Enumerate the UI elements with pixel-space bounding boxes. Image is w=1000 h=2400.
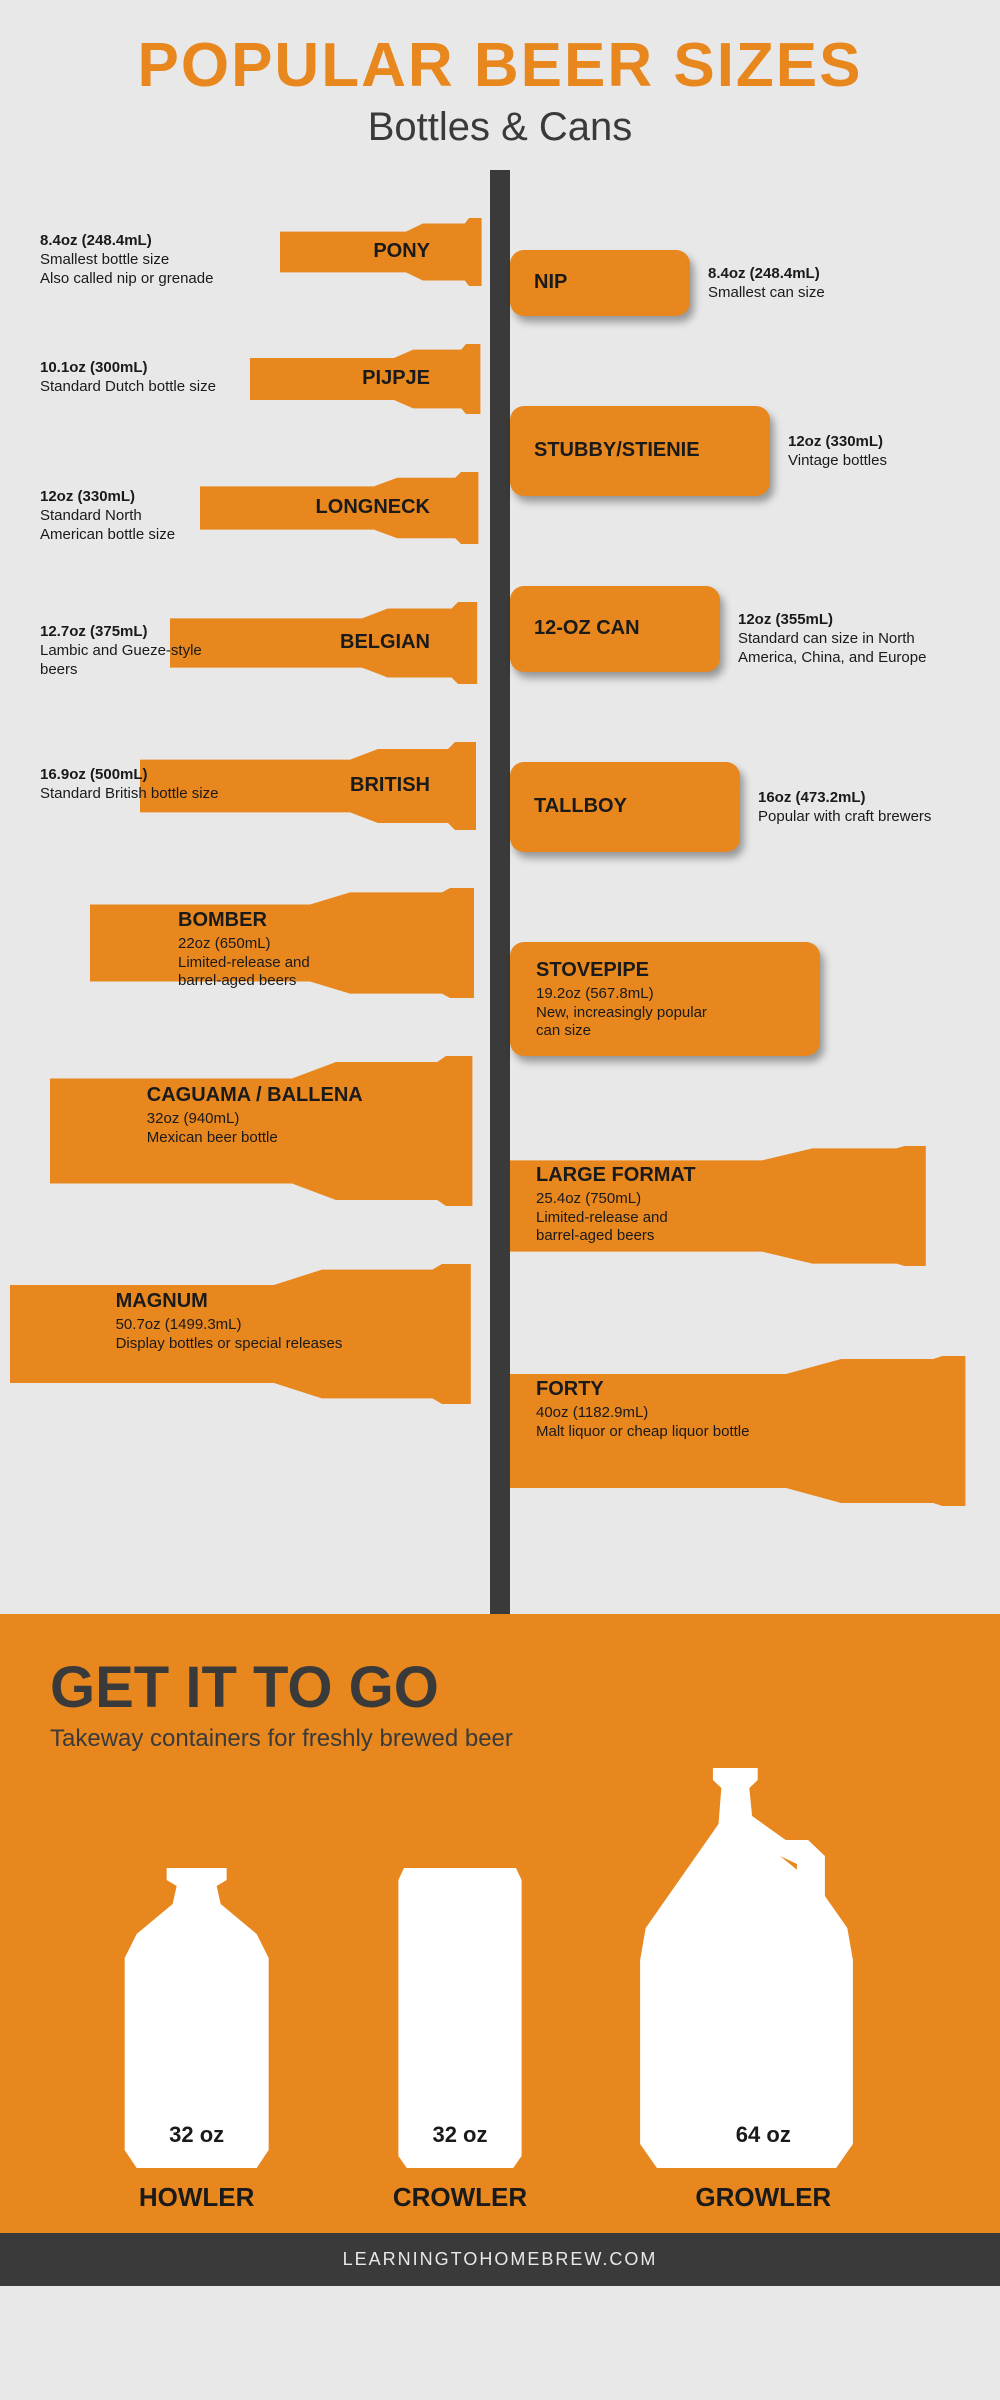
- container-label: STUBBY/STIENIE: [534, 439, 700, 462]
- bottle-text: CAGUAMA / BALLENA32oz (940mL)Mexican bee…: [147, 1083, 363, 1148]
- togo-howler: 32 oz HOWLER: [97, 1868, 297, 2213]
- container-desc: 8.4oz (248.4mL)Smallest can size: [708, 265, 825, 303]
- bottle-desc: 10.1oz (300mL)Standard Dutch bottle size: [40, 359, 240, 397]
- container-label: NIP: [534, 271, 567, 294]
- togo-name: HOWLER: [97, 2182, 297, 2213]
- container--oz-can: 12-OZ CAN 12oz (355mL)Standard can size i…: [510, 576, 1000, 722]
- header: POPULAR BEER SIZES Bottles & Cans: [0, 0, 1000, 170]
- bottle-label: PIJPJE: [362, 367, 430, 390]
- togo-items: 32 oz HOWLER 32 oz CROWLER 64 oz GROWLER: [50, 1793, 950, 2213]
- container-label: 12-OZ CAN: [534, 617, 640, 640]
- bottle-desc: 16.9oz (500mL)Standard British bottle si…: [40, 766, 240, 804]
- bottle-longneck: LONGNECK 12oz (330mL)Standard NorthAmeric…: [0, 462, 490, 574]
- footer: LEARNINGTOHOMEBREW.COM: [0, 2233, 1000, 2286]
- togo-shape: 32 oz: [390, 1868, 530, 2168]
- bottle-caguama-ballena: CAGUAMA / BALLENA32oz (940mL)Mexican bee…: [0, 1046, 490, 1236]
- bottle-british: BRITISH 16.9oz (500mL)Standard British bo…: [0, 732, 490, 860]
- container-large-format: LARGE FORMAT25.4oz (750mL)Limited-releas…: [510, 1136, 1000, 1316]
- bottle-desc: 12oz (330mL)Standard NorthAmerican bottl…: [40, 488, 240, 544]
- container-stovepipe: STOVEPIPE19.2oz (567.8mL)New, increasing…: [510, 932, 1000, 1106]
- container-text: STOVEPIPE19.2oz (567.8mL)New, increasing…: [536, 958, 707, 1041]
- container-text: FORTY40oz (1182.9mL)Malt liquor or cheap…: [536, 1377, 749, 1442]
- bottle-pony: PONY 8.4oz (248.4mL)Smallest bottle sizeA…: [0, 208, 490, 316]
- togo-oz: 32 oz: [169, 2122, 224, 2168]
- container-desc: 12oz (330mL)Vintage bottles: [788, 433, 887, 471]
- togo-growler: 64 oz GROWLER: [623, 1768, 903, 2213]
- bottle-label: BRITISH: [350, 774, 430, 797]
- bottle-desc: 12.7oz (375mL)Lambic and Gueze-style bee…: [40, 623, 240, 679]
- container-stubby-stienie: STUBBY/STIENIE 12oz (330mL)Vintage bottle…: [510, 396, 1000, 546]
- bottle-belgian: BELGIAN 12.7oz (375mL)Lambic and Gueze-st…: [0, 592, 490, 714]
- main-title: POPULAR BEER SIZES: [0, 30, 1000, 101]
- bottle-text: BOMBER22oz (650mL)Limited-release andbar…: [178, 908, 310, 991]
- togo-section: GET IT TO GO Takeway containers for fres…: [0, 1614, 1000, 2233]
- togo-shape: 64 oz: [623, 1768, 903, 2168]
- togo-name: CROWLER: [390, 2182, 530, 2213]
- bottle-magnum: MAGNUM50.7oz (1499.3mL)Display bottles o…: [0, 1254, 490, 1434]
- bottle-pijpje: PIJPJE 10.1oz (300mL)Standard Dutch bottl…: [0, 334, 490, 444]
- togo-oz: 64 oz: [736, 2122, 791, 2168]
- bottle-label: PONY: [373, 240, 430, 263]
- togo-name: GROWLER: [623, 2182, 903, 2213]
- togo-crowler: 32 oz CROWLER: [390, 1868, 530, 2213]
- container-nip: NIP 8.4oz (248.4mL)Smallest can size: [510, 240, 1000, 366]
- container-desc: 16oz (473.2mL)Popular with craft brewers: [758, 789, 931, 827]
- container-forty: FORTY40oz (1182.9mL)Malt liquor or cheap…: [510, 1346, 1000, 1556]
- container-text: LARGE FORMAT25.4oz (750mL)Limited-releas…: [536, 1163, 696, 1246]
- togo-title: GET IT TO GO: [50, 1654, 950, 1721]
- bottle-label: BELGIAN: [340, 631, 430, 654]
- container-desc: 12oz (355mL)Standard can size in NorthAm…: [738, 611, 926, 667]
- togo-oz: 32 oz: [432, 2122, 487, 2168]
- left-column: PONY 8.4oz (248.4mL)Smallest bottle sizeA…: [0, 170, 490, 1614]
- bottle-text: MAGNUM50.7oz (1499.3mL)Display bottles o…: [116, 1289, 343, 1354]
- container-label: TALLBOY: [534, 795, 627, 818]
- togo-shape: 32 oz: [97, 1868, 297, 2168]
- togo-subtitle: Takeway containers for freshly brewed be…: [50, 1725, 950, 1753]
- right-column: NIP 8.4oz (248.4mL)Smallest can size STUBB…: [510, 170, 1000, 1614]
- container-tallboy: TALLBOY 16oz (473.2mL)Popular with craft …: [510, 752, 1000, 902]
- bottle-bomber: BOMBER22oz (650mL)Limited-release andbar…: [0, 878, 490, 1028]
- bottle-desc: 8.4oz (248.4mL)Smallest bottle sizeAlso …: [40, 232, 240, 288]
- bottle-label: LONGNECK: [316, 496, 430, 519]
- column-divider: [490, 170, 510, 1614]
- subtitle: Bottles & Cans: [0, 105, 1000, 150]
- columns: PONY 8.4oz (248.4mL)Smallest bottle sizeA…: [0, 170, 1000, 1614]
